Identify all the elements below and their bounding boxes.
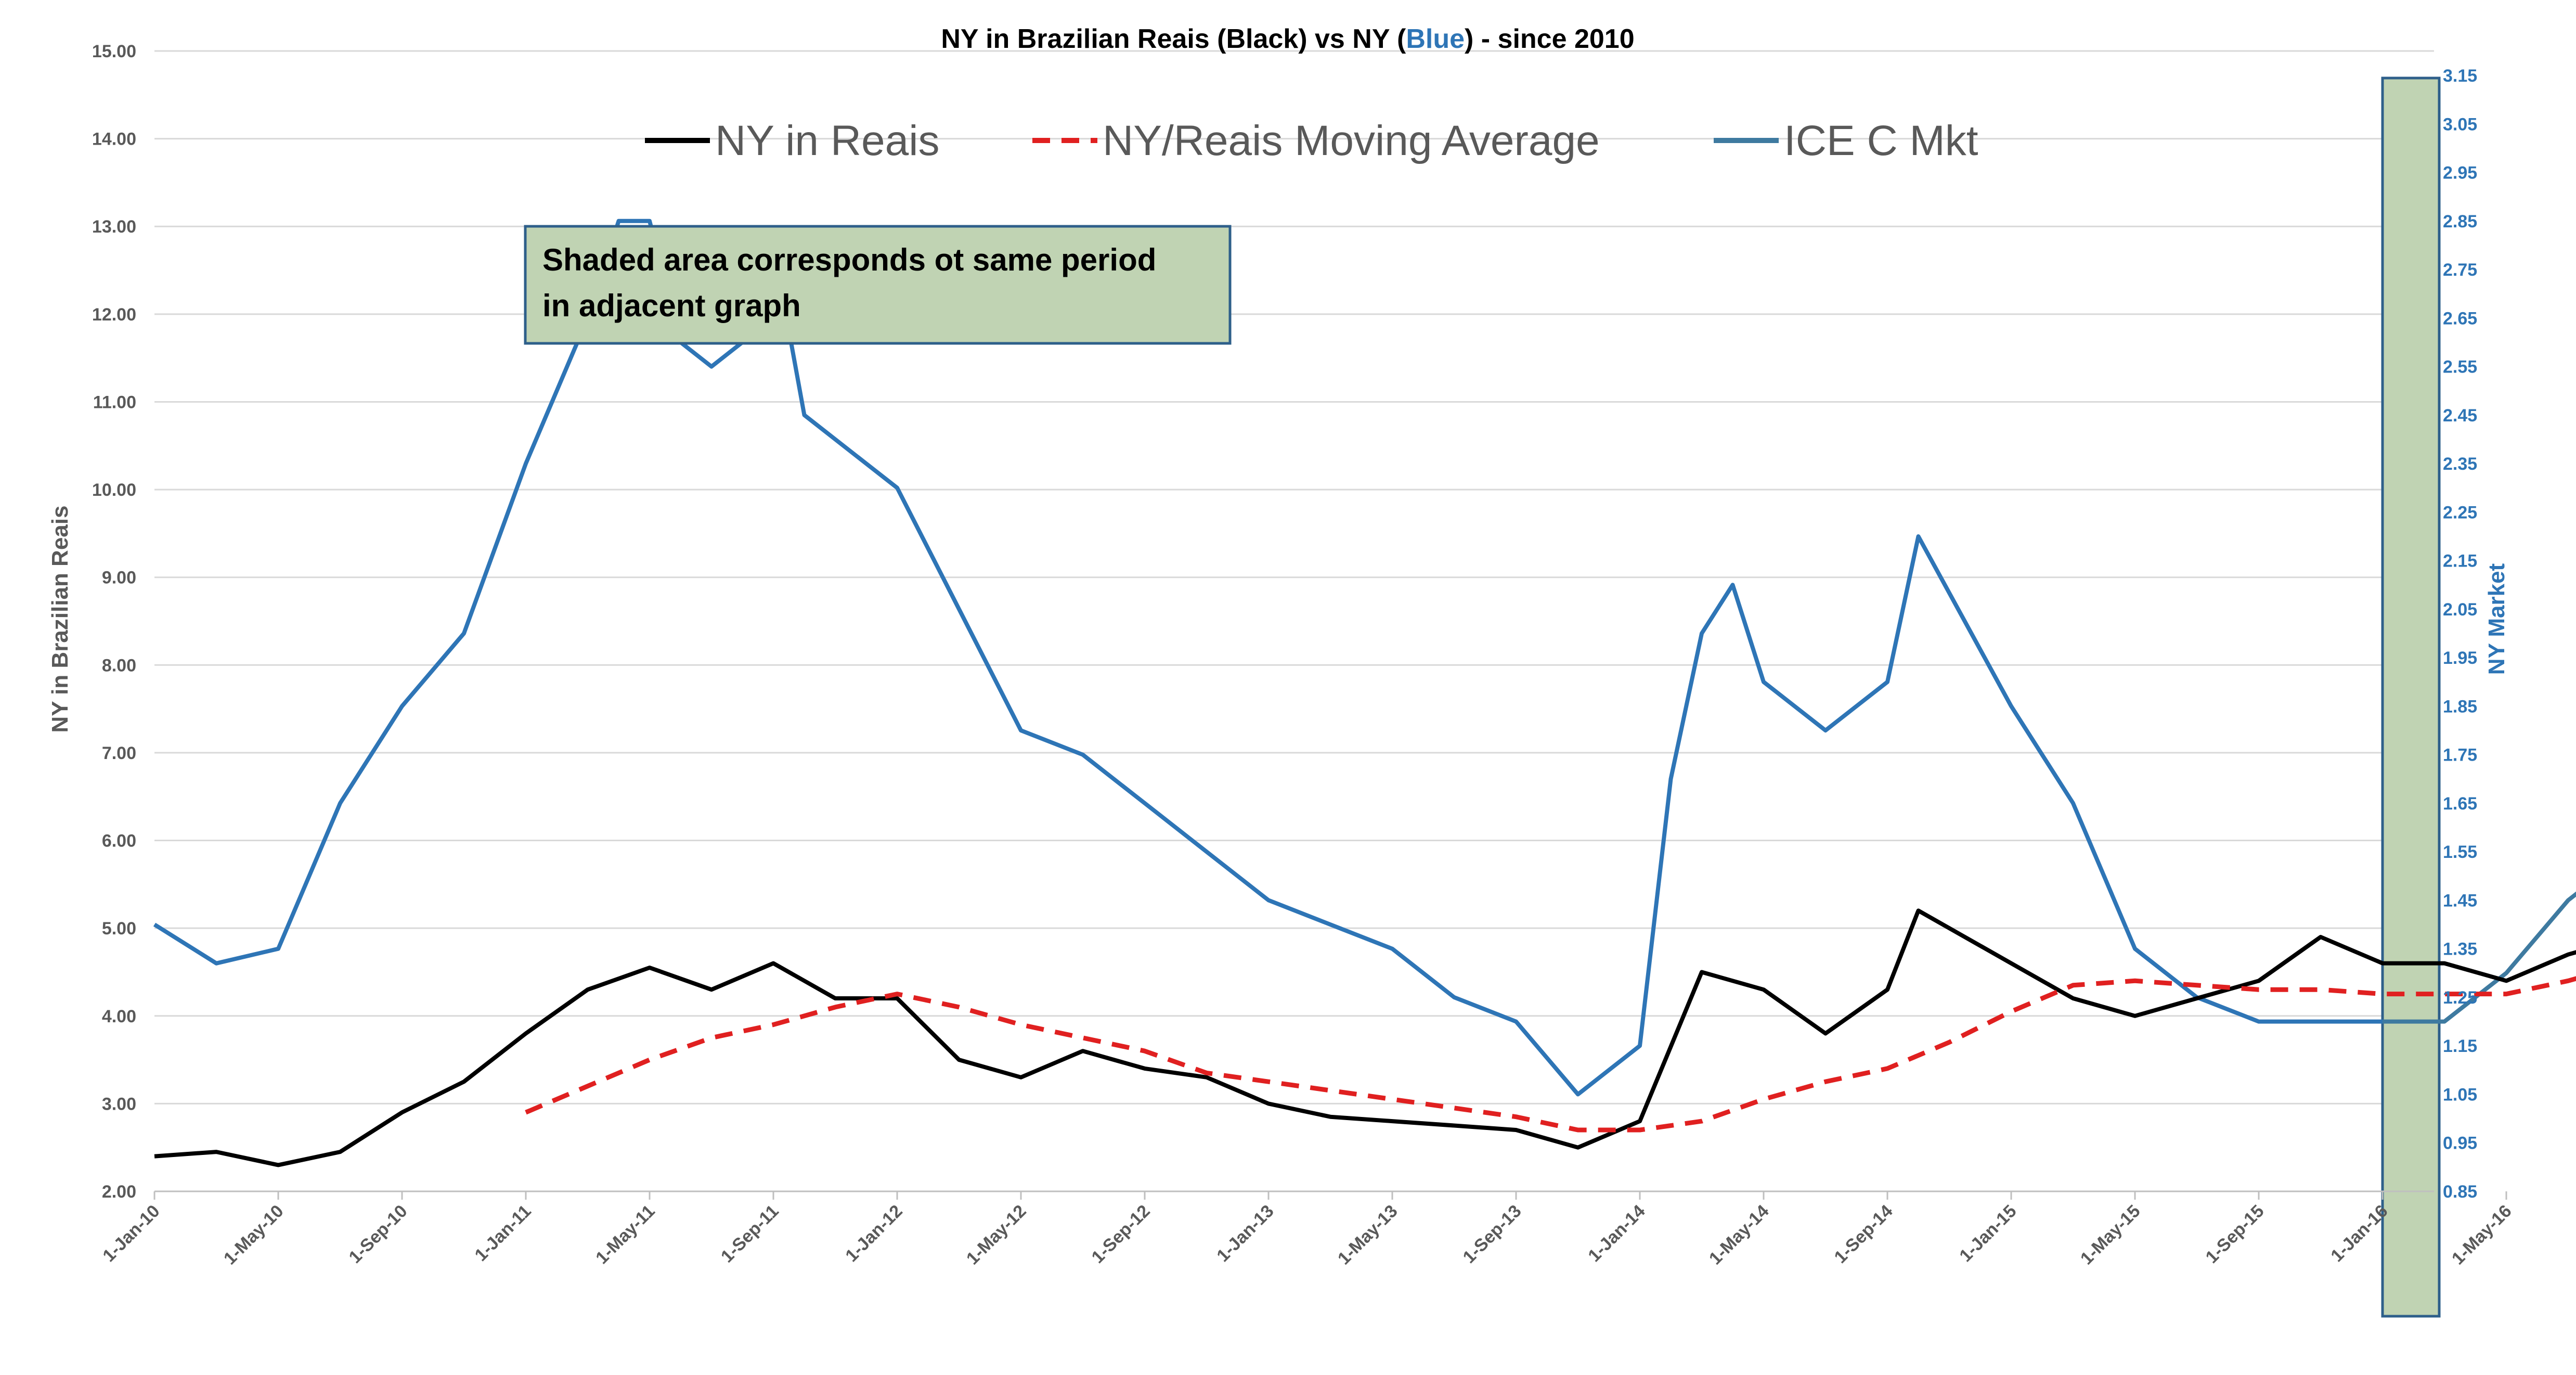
annotation-line-1: Shaded area corresponds ot same period bbox=[542, 242, 1156, 277]
y-tick-label: 6.00 bbox=[102, 831, 136, 851]
y2-tick-label: 2.35 bbox=[2443, 454, 2477, 474]
annotation-line-2: in adjacent graph bbox=[542, 288, 801, 323]
y2-tick-label: 1.35 bbox=[2443, 940, 2477, 959]
y-tick-label: 7.00 bbox=[102, 743, 136, 763]
legend-label: NY/Reais Moving Average bbox=[1103, 117, 1600, 164]
y2-tick-label: 0.85 bbox=[2443, 1182, 2477, 1202]
legend-label: ICE C Mkt bbox=[1784, 117, 1978, 164]
title-part-0: NY in Brazilian Reais (Black) vs NY ( bbox=[941, 24, 1406, 54]
y-tick-label: 11.00 bbox=[93, 392, 136, 412]
y-tick-label: 4.00 bbox=[102, 1007, 136, 1026]
series-line-ny-reais-moving-average bbox=[525, 976, 2576, 1133]
series-line-ny-in-reais bbox=[154, 908, 2576, 1167]
y-tick-label: 9.00 bbox=[102, 568, 136, 588]
legend-label: NY in Reais bbox=[715, 117, 939, 164]
y-tick-label: 13.00 bbox=[92, 217, 136, 237]
legend: NY in Reais NY/Reais Moving Average ICE C … bbox=[645, 117, 1978, 164]
y-tick-label: 10.00 bbox=[92, 480, 136, 500]
y-tick-label: 14.00 bbox=[92, 130, 136, 149]
y2-tick-label: 2.45 bbox=[2443, 406, 2477, 426]
annotation-layer: Shaded area corresponds ot same period in… bbox=[524, 225, 1232, 345]
y2-tick-label: 2.05 bbox=[2443, 600, 2477, 620]
y2-tick-label: 1.65 bbox=[2443, 794, 2477, 814]
y-tick-label: 5.00 bbox=[102, 919, 136, 939]
y2-tick-label: 1.15 bbox=[2443, 1036, 2477, 1056]
y2-tick-label: 2.55 bbox=[2443, 357, 2477, 377]
y-tick-label: 15.00 bbox=[92, 42, 136, 61]
y-tick-label: 2.00 bbox=[102, 1182, 136, 1202]
y2-tick-label: 1.45 bbox=[2443, 891, 2477, 910]
y2-tick-label: 2.15 bbox=[2443, 551, 2477, 571]
y2-tick-label: 0.95 bbox=[2443, 1134, 2477, 1153]
annotation-box bbox=[524, 225, 1232, 345]
y2-tick-label: 2.65 bbox=[2443, 309, 2477, 328]
y2-tick-label: 1.25 bbox=[2443, 988, 2477, 1008]
y-tick-label: 8.00 bbox=[102, 656, 136, 675]
y2-tick-label: 3.05 bbox=[2443, 114, 2477, 134]
y-tick-label: 3.00 bbox=[102, 1094, 136, 1114]
y2-tick-label: 1.75 bbox=[2443, 746, 2477, 765]
y2-tick-label: 1.55 bbox=[2443, 842, 2477, 862]
y2-tick-label: 2.95 bbox=[2443, 163, 2477, 183]
y2-tick-label: 1.85 bbox=[2443, 697, 2477, 716]
y-tick-label: 12.00 bbox=[92, 305, 136, 325]
y2-tick-label: 2.85 bbox=[2443, 212, 2477, 232]
shaded-region-layer bbox=[2381, 76, 2441, 1318]
title-part-2: ) - since 2010 bbox=[1465, 24, 1635, 54]
y2-axis-title: NY Market bbox=[2484, 563, 2509, 675]
title-part-1: Blue bbox=[1406, 24, 1465, 54]
y-axis-title: NY in Brazilian Reais bbox=[47, 506, 73, 733]
y2-tick-label: 1.05 bbox=[2443, 1085, 2477, 1104]
y2-tick-label: 1.95 bbox=[2443, 648, 2477, 668]
y2-tick-label: 2.25 bbox=[2443, 503, 2477, 522]
y2-tick-label: 2.75 bbox=[2443, 260, 2477, 280]
chart-title: NY in Brazilian Reais (Black) vs NY (Blu… bbox=[941, 24, 1634, 54]
y2-tick-label: 3.15 bbox=[2443, 66, 2477, 86]
shaded-region bbox=[2381, 76, 2441, 1318]
